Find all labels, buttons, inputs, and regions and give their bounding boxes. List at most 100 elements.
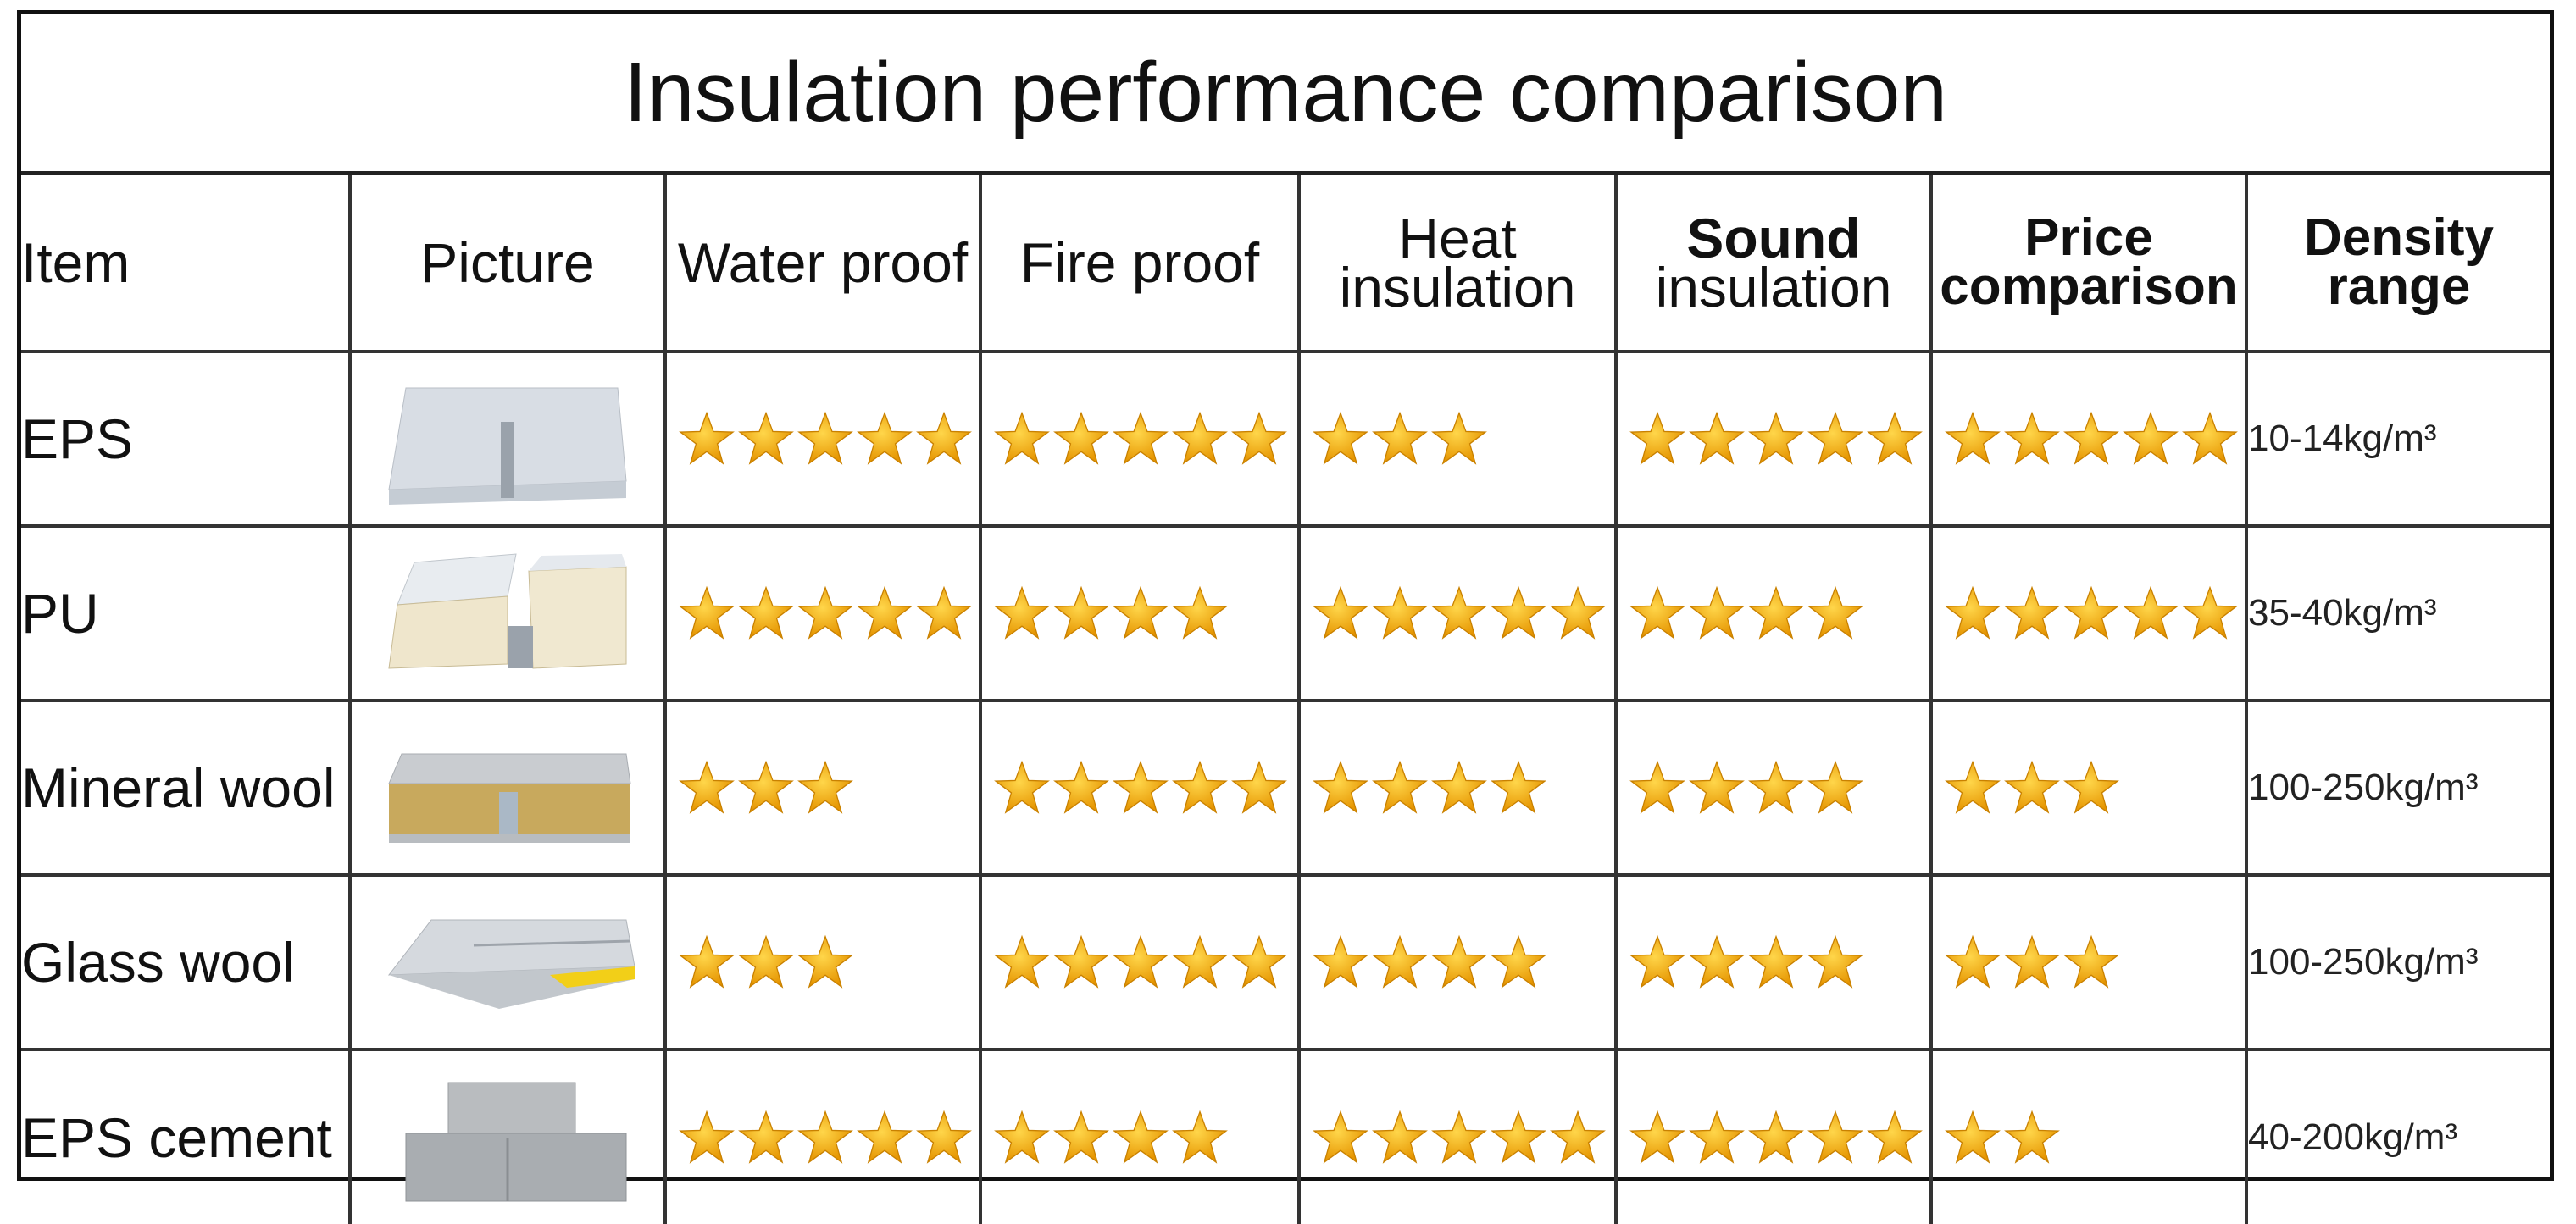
star-icon — [1172, 760, 1228, 814]
star-icon — [1431, 1110, 1487, 1164]
star-icon — [1689, 934, 1745, 989]
star-icon — [1748, 760, 1804, 814]
star-icon — [1491, 585, 1546, 640]
star-icon — [1807, 585, 1863, 640]
table-row: Glass wool 100-250kg/m³ — [21, 873, 2550, 1051]
star-icon — [1231, 934, 1287, 989]
star-icon — [797, 585, 853, 640]
star-icon — [1113, 934, 1169, 989]
star-icon — [2004, 411, 2060, 465]
rating-price-comparison — [1929, 1048, 2248, 1224]
rating-sound-insulation — [1614, 350, 1933, 528]
header-sound-line1: Sound — [1686, 207, 1861, 269]
star-icon — [1313, 934, 1368, 989]
rating-water-proof — [663, 524, 982, 702]
density-range: 40-200kg/m³ — [2245, 1048, 2550, 1224]
star-icon — [1629, 1110, 1685, 1164]
star-icon — [738, 585, 794, 640]
header-heat-line1: Heat — [1398, 207, 1517, 269]
rating-heat-insulation — [1297, 524, 1618, 702]
rating-price-comparison — [1929, 699, 2248, 877]
star-icon — [1172, 1110, 1228, 1164]
star-icon — [1372, 1110, 1428, 1164]
star-icon — [2004, 1110, 2060, 1164]
star-icon — [1372, 760, 1428, 814]
star-icon — [1807, 411, 1863, 465]
star-icon — [1867, 411, 1923, 465]
star-icon — [1431, 585, 1487, 640]
star-icon — [797, 411, 853, 465]
star-icon — [738, 1110, 794, 1164]
table-row: Mineral wool 100-250kg/m³ — [21, 699, 2550, 877]
header-price-line1: Price — [2024, 208, 2153, 267]
header-sound-insulation: Sound insulation — [1614, 175, 1933, 353]
material-picture — [348, 524, 667, 702]
star-icon — [1491, 934, 1546, 989]
star-icon — [1313, 585, 1368, 640]
star-icon — [679, 934, 735, 989]
star-icon — [679, 585, 735, 640]
star-icon — [1431, 934, 1487, 989]
rating-sound-insulation — [1614, 524, 1933, 702]
star-icon — [1807, 934, 1863, 989]
star-icon — [1807, 1110, 1863, 1164]
material-name: Glass wool — [21, 873, 352, 1051]
star-icon — [1053, 1110, 1109, 1164]
pu-panel-icon — [388, 553, 627, 669]
star-icon — [679, 411, 735, 465]
material-picture — [348, 699, 667, 877]
star-icon — [1172, 585, 1228, 640]
star-icon — [1689, 760, 1745, 814]
rating-price-comparison — [1929, 873, 2248, 1051]
star-icon — [994, 1110, 1050, 1164]
header-density-line1: Density — [2304, 208, 2494, 267]
rating-water-proof — [663, 1048, 982, 1224]
rating-fire-proof — [979, 350, 1301, 528]
table-row: PU 35-40kg/m³ — [21, 524, 2550, 702]
star-icon — [2182, 411, 2238, 465]
rating-water-proof — [663, 699, 982, 877]
rating-water-proof — [663, 873, 982, 1051]
density-range: 100-250kg/m³ — [2245, 873, 2550, 1051]
rating-heat-insulation — [1297, 350, 1618, 528]
star-icon — [797, 1110, 853, 1164]
header-heat-insulation: Heat insulation — [1297, 175, 1618, 353]
star-icon — [916, 1110, 972, 1164]
header-picture: Picture — [348, 175, 667, 353]
star-icon — [2123, 585, 2179, 640]
material-picture — [348, 873, 667, 1051]
star-icon — [1807, 760, 1863, 814]
star-icon — [2182, 585, 2238, 640]
star-icon — [1372, 411, 1428, 465]
header-item: Item — [21, 175, 352, 353]
star-icon — [2063, 585, 2119, 640]
star-icon — [2004, 760, 2060, 814]
header-density-range: Density range — [2245, 175, 2550, 353]
header-price-comparison: Price comparison — [1929, 175, 2248, 353]
star-icon — [1313, 1110, 1368, 1164]
material-picture — [348, 1048, 667, 1224]
star-icon — [2063, 934, 2119, 989]
rating-price-comparison — [1929, 524, 2248, 702]
star-icon — [1431, 411, 1487, 465]
star-icon — [797, 760, 853, 814]
star-icon — [1748, 1110, 1804, 1164]
mineral-wool-panel-icon — [388, 753, 631, 843]
eps-cement-panel-icon — [405, 1082, 627, 1202]
rating-fire-proof — [979, 524, 1301, 702]
rating-heat-insulation — [1297, 1048, 1618, 1224]
star-icon — [1053, 760, 1109, 814]
table-row: EPS 10-14kg/m³ — [21, 350, 2550, 528]
density-range: 10-14kg/m³ — [2245, 350, 2550, 528]
star-icon — [1629, 934, 1685, 989]
star-icon — [1945, 1110, 2001, 1164]
star-icon — [1172, 411, 1228, 465]
star-icon — [1231, 760, 1287, 814]
star-icon — [916, 585, 972, 640]
star-icon — [797, 934, 853, 989]
star-icon — [1945, 411, 2001, 465]
rating-fire-proof — [979, 1048, 1301, 1224]
rating-heat-insulation — [1297, 873, 1618, 1051]
star-icon — [1053, 585, 1109, 640]
rating-fire-proof — [979, 873, 1301, 1051]
